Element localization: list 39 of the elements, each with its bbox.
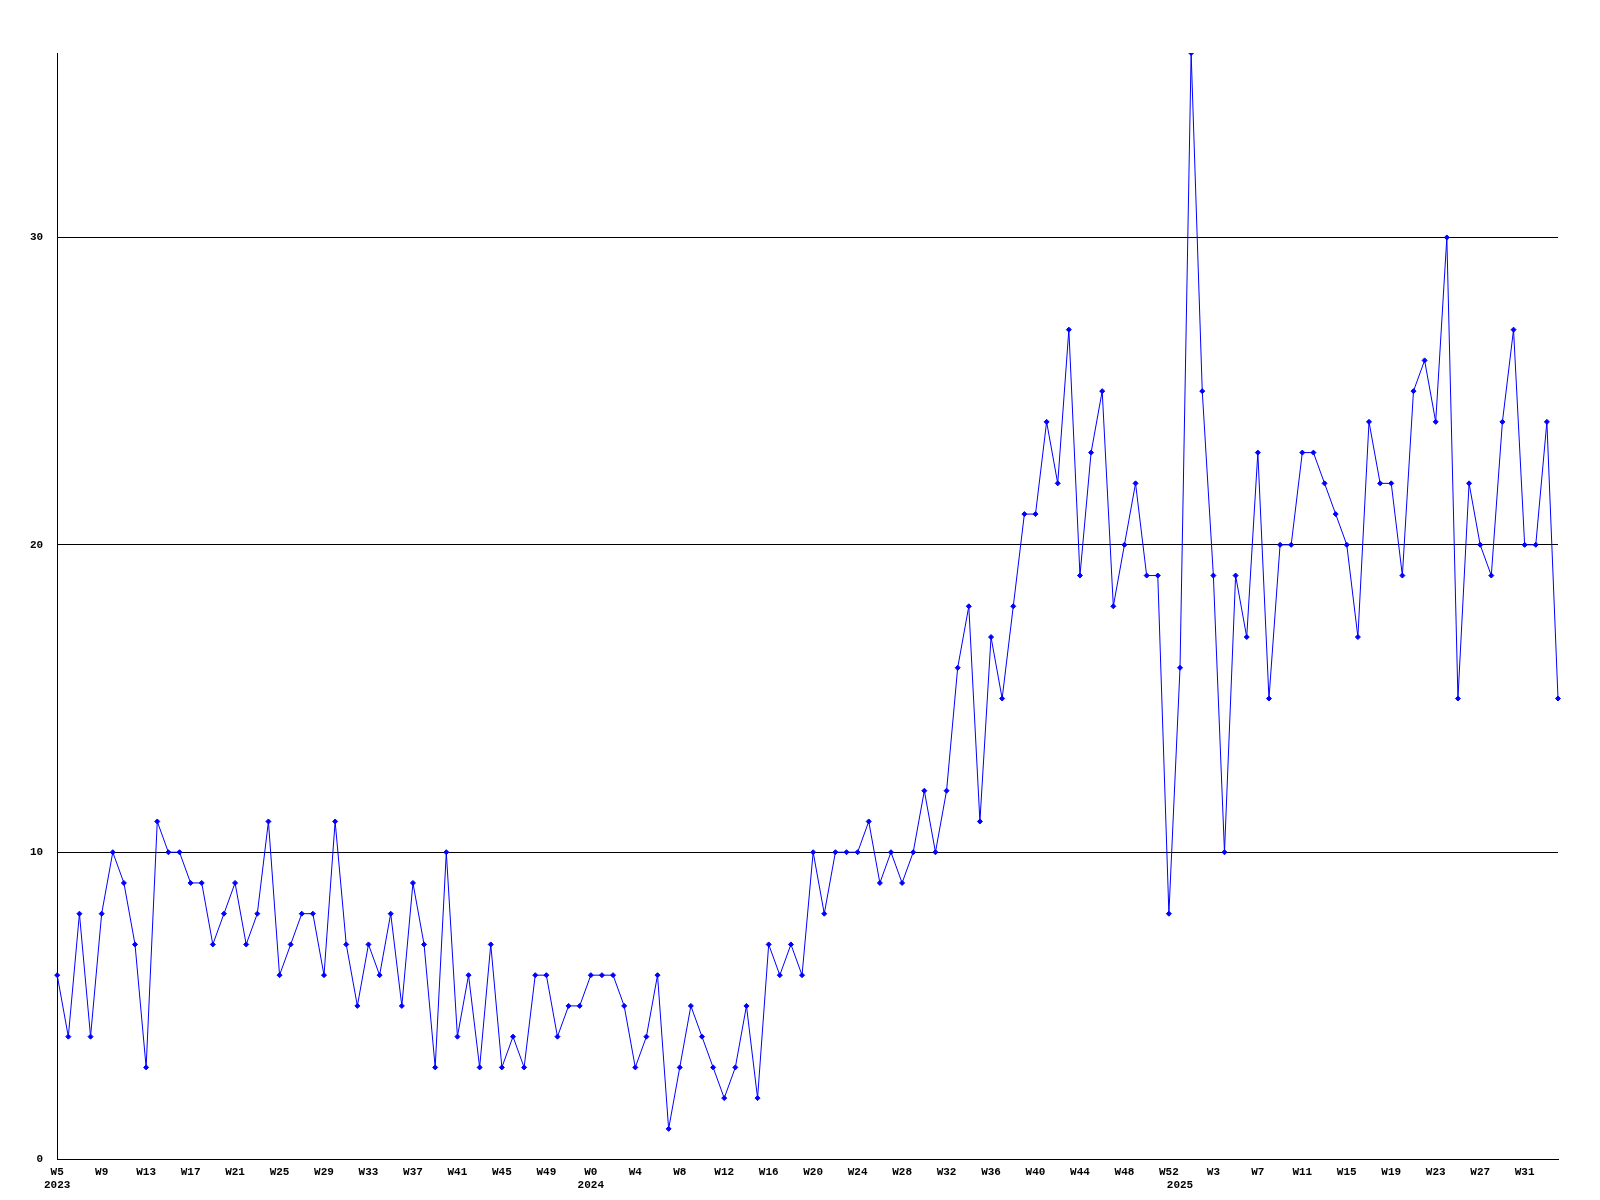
x-tick-label: W12 bbox=[714, 1165, 735, 1178]
x-tick-label: W3 bbox=[1206, 1165, 1221, 1178]
x-tick-label: W4 bbox=[628, 1165, 643, 1178]
x-tick-label: W48 bbox=[1114, 1165, 1135, 1178]
x-tick-label: W8 bbox=[673, 1165, 687, 1178]
x-tick-label: W28 bbox=[892, 1165, 913, 1178]
x-tick-label: W16 bbox=[758, 1165, 779, 1178]
x-tick-label: W19 bbox=[1381, 1165, 1402, 1178]
y-tick-label: 30 bbox=[30, 231, 44, 244]
x-tick-label: W9 bbox=[95, 1165, 109, 1178]
x-tick-label: W7 bbox=[1251, 1165, 1265, 1178]
x-tick-label: W33 bbox=[358, 1165, 379, 1178]
x-tick-label: W0 2024 bbox=[577, 1165, 605, 1192]
y-tick-label: 0 bbox=[36, 1153, 44, 1166]
x-tick-label: W37 bbox=[403, 1165, 423, 1178]
y-tick-label: 20 bbox=[30, 538, 44, 551]
x-tick-label: W36 bbox=[981, 1165, 1001, 1178]
x-tick-label: W45 bbox=[491, 1165, 513, 1178]
x-tick-label: W11 bbox=[1292, 1165, 1313, 1178]
x-tick-label: W24 bbox=[847, 1165, 868, 1178]
x-tick-label: W25 bbox=[269, 1165, 290, 1178]
x-tick-label: W17 bbox=[180, 1165, 201, 1178]
x-tick-label: W5 2023 bbox=[44, 1165, 71, 1192]
x-tick-label: W49 bbox=[536, 1165, 557, 1178]
y-tick-label: 10 bbox=[30, 845, 44, 858]
x-tick-label: 2025 bbox=[1166, 1179, 1194, 1192]
x-tick-label: W32 bbox=[936, 1165, 957, 1178]
x-tick-label: W52 bbox=[1159, 1165, 1179, 1178]
x-tick-label: W29 bbox=[314, 1165, 334, 1178]
x-tick-label: W40 bbox=[1025, 1165, 1046, 1178]
x-tick-label: W27 bbox=[1470, 1165, 1491, 1178]
x-tick-label: W15 bbox=[1336, 1165, 1358, 1178]
x-tick-label: W23 bbox=[1425, 1165, 1447, 1178]
x-tick-label: W44 bbox=[1070, 1165, 1091, 1178]
x-tick-label: W31 bbox=[1514, 1165, 1535, 1178]
x-tick-label: W41 bbox=[447, 1165, 468, 1178]
x-tick-label: W20 bbox=[803, 1165, 824, 1178]
x-tick-label: W21 bbox=[225, 1165, 246, 1178]
x-tick-label: W13 bbox=[136, 1165, 157, 1178]
